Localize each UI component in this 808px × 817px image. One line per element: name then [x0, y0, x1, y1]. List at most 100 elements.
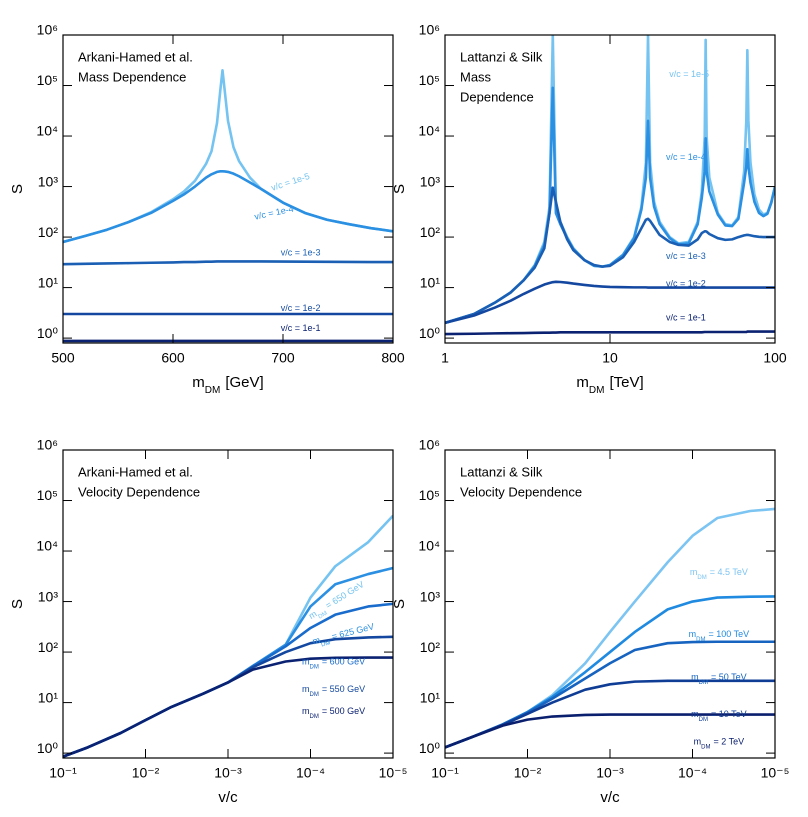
- series-label-name: = 100 TeV: [709, 629, 750, 639]
- x-label-unit: [GeV]: [225, 374, 263, 391]
- y-tick-label: 10¹: [38, 689, 59, 705]
- series-label-name: = 650 GeV: [324, 579, 366, 610]
- series-label: v/c = 1e-5: [270, 171, 311, 193]
- panel: 10⁰ 10¹ 10² 10³ 10⁴ 10⁵ 10⁶ 10⁻¹ 10⁻² 10⁻³ 10⁻⁴ 10⁻…: [9, 437, 407, 806]
- x-label-unit: [TeV]: [609, 374, 643, 391]
- series-label-name: v/c = 1e-1: [281, 324, 321, 334]
- series-label: v/c = 1e-1: [666, 313, 706, 323]
- series-label-name: v/c = 1e-1: [666, 313, 706, 323]
- y-tick-label: 10³: [420, 173, 441, 189]
- series-label-symbol: m: [694, 737, 702, 747]
- x-axis-label: v/c: [218, 789, 238, 806]
- series-label-subscript: DM: [697, 575, 706, 581]
- series-label-name: = 4.5 TeV: [710, 568, 748, 578]
- series-line: [445, 35, 775, 325]
- y-tick-label: 10⁴: [418, 123, 440, 139]
- series-line: [63, 69, 393, 244]
- series-line: [445, 280, 775, 325]
- series-label-name: v/c = 1e-3: [281, 248, 321, 258]
- y-tick-label: 10⁴: [36, 538, 58, 554]
- series-line: [445, 186, 775, 325]
- annotation: Velocity Dependence: [460, 484, 582, 499]
- series-label-name: v/c = 1e-3: [666, 251, 706, 261]
- series-label: v/c = 1e-4: [666, 153, 706, 163]
- series-label-symbol: m: [302, 685, 310, 695]
- y-tick-label: 10³: [420, 588, 441, 604]
- series-line: [445, 86, 775, 325]
- y-tick-label: 10³: [38, 588, 59, 604]
- series-label-symbol: m: [691, 709, 699, 719]
- annotation: Mass Dependence: [78, 69, 186, 84]
- x-tick-label: 10⁻²: [132, 765, 160, 781]
- y-tick-label: 10⁰: [37, 325, 59, 341]
- x-axis-label: mDM [GeV]: [192, 374, 263, 396]
- series-label: mDM= 10 TeV: [691, 709, 746, 722]
- series-line: [445, 713, 775, 749]
- x-tick-label: 10⁻¹: [431, 765, 459, 781]
- series-label-subscript: DM: [699, 679, 708, 685]
- x-axis-label: mDM [TeV]: [576, 374, 643, 396]
- series-label: mDM = 2 TeV: [694, 737, 744, 750]
- y-tick-label: 10⁴: [418, 538, 440, 554]
- annotation: Velocity Dependence: [78, 484, 200, 499]
- annotation: Dependence: [460, 89, 534, 104]
- x-tick-label: 10⁻⁵: [379, 765, 408, 781]
- plot-frame: [62, 34, 394, 344]
- y-tick-label: 10⁵: [419, 487, 440, 503]
- y-axis-label: S: [391, 599, 408, 609]
- series-label: mDM= 50 TeV: [691, 672, 746, 685]
- series-line: [445, 330, 775, 336]
- y-axis-label: S: [9, 184, 26, 194]
- x-tick-label: 100: [763, 350, 787, 366]
- y-tick-label: 10⁴: [36, 123, 58, 139]
- annotation: Arkani-Hamed et al.: [78, 464, 193, 479]
- series-label: mDM = 4.5 TeV: [690, 568, 748, 581]
- y-tick-label: 10¹: [420, 689, 441, 705]
- x-tick-label: 1: [441, 350, 449, 366]
- series-label-name: = 500 GeV: [322, 706, 365, 716]
- y-tick-label: 10²: [420, 224, 441, 240]
- y-tick-label: 10⁰: [419, 325, 441, 341]
- y-tick-label: 10⁶: [37, 437, 58, 453]
- y-tick-label: 10⁶: [37, 22, 58, 38]
- series-label-symbol: m: [312, 635, 322, 647]
- series-label-subscript: DM: [701, 744, 710, 750]
- x-tick-label: 10: [602, 350, 618, 366]
- series-line: [63, 602, 393, 758]
- x-tick-label: 700: [271, 350, 295, 366]
- x-label-symbol: m: [192, 374, 205, 391]
- series-label-symbol: m: [691, 672, 699, 682]
- series-label-symbol: m: [689, 629, 697, 639]
- series-label-name: = 10 TeV: [711, 709, 747, 719]
- series-label-subscript: DM: [310, 692, 319, 698]
- y-axis-label: S: [391, 184, 408, 194]
- y-tick-label: 10¹: [38, 274, 59, 290]
- y-tick-label: 10⁶: [419, 437, 440, 453]
- series-label-subscript: DM: [310, 664, 319, 670]
- series-line: [63, 260, 393, 266]
- y-tick-label: 10⁵: [37, 487, 58, 503]
- series-line: [63, 656, 393, 758]
- series-label-subscript: DM: [321, 640, 332, 648]
- x-tick-label: 10⁻⁴: [678, 765, 707, 781]
- annotation: Arkani-Hamed et al.: [78, 49, 193, 64]
- series-label: mDM= 625 GeV: [312, 622, 376, 650]
- series-label-subscript: DM: [317, 610, 328, 620]
- y-tick-label: 10⁵: [419, 72, 440, 88]
- series-label: mDM= 500 GeV: [302, 706, 365, 719]
- series-label: v/c = 1e-2: [666, 279, 706, 289]
- x-label-symbol: m: [576, 374, 589, 391]
- series-label: mDM = 100 TeV: [689, 629, 749, 642]
- annotation: Lattanzi & Silk: [460, 49, 543, 64]
- series-label-name: v/c = 1e-5: [270, 171, 311, 193]
- x-label-subscript: DM: [589, 385, 605, 396]
- series-line: [445, 640, 775, 749]
- y-tick-label: 10⁰: [37, 740, 59, 756]
- y-axis-label: S: [9, 599, 26, 609]
- x-tick-label: 10⁻⁵: [761, 765, 790, 781]
- x-axis-label: v/c: [600, 789, 620, 806]
- x-tick-label: 10⁻³: [214, 765, 242, 781]
- series-label-symbol: m: [302, 706, 310, 716]
